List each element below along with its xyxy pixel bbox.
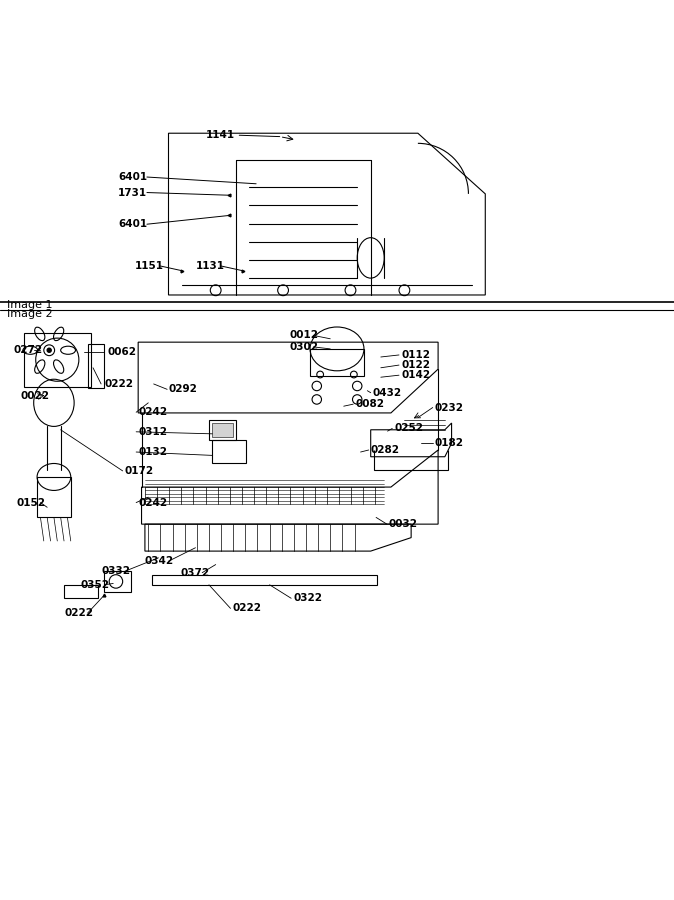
Text: 1131: 1131: [195, 261, 224, 271]
Text: 0282: 0282: [371, 445, 400, 455]
Text: 0012: 0012: [290, 330, 319, 340]
Text: 0372: 0372: [181, 568, 210, 578]
Text: 0302: 0302: [290, 342, 319, 352]
Text: 0032: 0032: [389, 519, 418, 529]
Text: 1141: 1141: [206, 130, 235, 140]
Bar: [24, 333, 91, 387]
Text: 0432: 0432: [373, 388, 402, 398]
Bar: [64, 585, 98, 598]
Text: 0142: 0142: [401, 370, 430, 380]
Text: 6401: 6401: [118, 220, 147, 230]
Text: Image 2: Image 2: [7, 310, 53, 320]
Bar: [310, 349, 364, 376]
Bar: [88, 344, 104, 388]
Text: 1731: 1731: [118, 187, 147, 197]
Circle shape: [47, 348, 51, 352]
Bar: [212, 423, 233, 436]
Text: 0332: 0332: [101, 566, 130, 576]
Text: Image 1: Image 1: [7, 301, 53, 310]
Text: 0292: 0292: [168, 384, 197, 394]
Text: 0242: 0242: [138, 408, 167, 418]
Text: 0132: 0132: [138, 447, 167, 457]
Text: 0342: 0342: [145, 556, 174, 566]
Text: 0022: 0022: [20, 392, 49, 401]
Text: 0222: 0222: [104, 379, 133, 389]
Text: 0182: 0182: [435, 438, 464, 448]
Text: 0312: 0312: [138, 427, 167, 436]
Text: 1151: 1151: [135, 261, 164, 271]
Text: 0152: 0152: [17, 498, 46, 508]
Text: 0222: 0222: [64, 608, 93, 618]
Text: 0242: 0242: [138, 498, 167, 508]
Bar: [212, 440, 246, 464]
Text: 0272: 0272: [13, 346, 42, 356]
Text: 0252: 0252: [394, 423, 423, 434]
Text: 0232: 0232: [435, 402, 464, 412]
Bar: [209, 419, 236, 440]
Text: 0222: 0222: [233, 603, 262, 614]
Text: 0322: 0322: [293, 593, 322, 603]
Bar: [104, 572, 131, 591]
Text: 0112: 0112: [401, 350, 430, 360]
Text: 0062: 0062: [108, 346, 137, 356]
Bar: [37, 477, 71, 517]
Text: 6401: 6401: [118, 172, 147, 182]
Text: 0122: 0122: [401, 360, 430, 370]
Text: 0352: 0352: [81, 580, 110, 590]
Text: 0082: 0082: [355, 400, 384, 410]
Text: 0172: 0172: [125, 466, 154, 476]
